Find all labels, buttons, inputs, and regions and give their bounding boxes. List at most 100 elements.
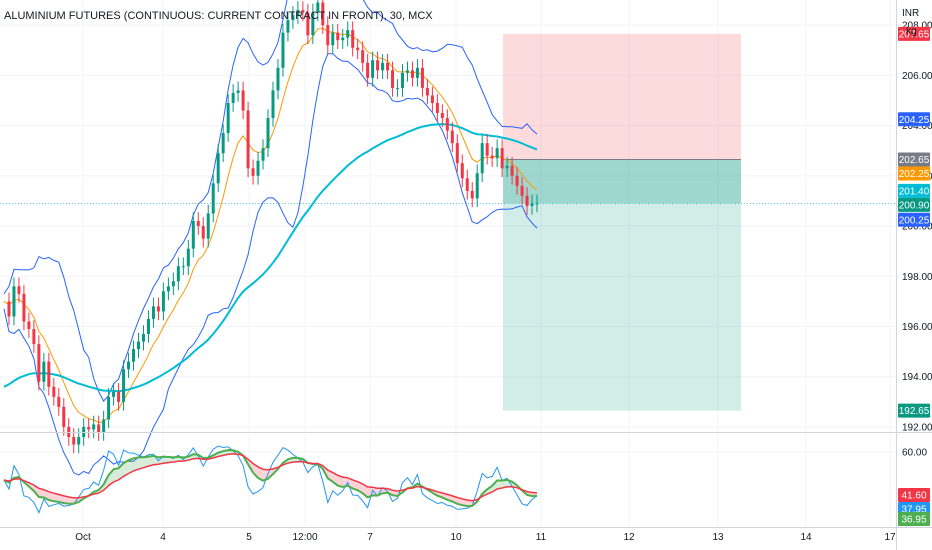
oscillator-fill [153,455,159,465]
price-tag-bg [898,166,930,181]
bollinger-lower [3,53,538,476]
candle-body [346,30,350,38]
time-tick-label: 12:00 [292,532,317,543]
oscillator-fill [38,488,44,498]
osc-tag-bg [898,488,930,503]
oscillator-fill [68,497,74,504]
candle-body [296,10,300,16]
candle-body [326,25,330,46]
price-tick-label: 192.00 [902,422,932,433]
candle-body [480,143,484,174]
candle-body [465,178,469,191]
candle-body [500,148,504,169]
price-tick-label: 194.00 [902,372,932,383]
price-tick-label: 204.00 [902,121,932,132]
candle-body [236,90,240,93]
candle-body [361,50,365,63]
candle-body [495,148,499,159]
candle-body [291,15,295,21]
price-tick-label: 200.00 [902,222,932,233]
time-tick-label: 13 [712,532,724,543]
oscillator-fill [58,494,64,504]
candle-body [455,143,459,164]
candle-body [520,185,524,196]
price-tags: 207.65 204.25 202.65 202.25 201.40 200.90 200.… [898,26,930,526]
osc-tick-label: 60.00 [902,447,927,458]
candle-body [216,153,220,184]
price-tick-label: 208.00 [902,21,932,32]
candle-body [256,160,260,176]
candle-body [166,286,170,292]
currency-label: INR [902,8,919,19]
position-zones[interactable] [503,33,741,411]
time-tick-label: 14 [800,532,812,543]
chart-title: ALUMINIUM FUTURES (CONTINUOUS: CURRENT C… [4,10,433,22]
oscillator-fill [63,495,69,504]
oscillator-fill [143,456,149,468]
open-pnl-zone [503,159,741,204]
candle-body [97,424,101,432]
candle-body [196,221,200,227]
candle-body [490,155,494,159]
price-tag-bg [898,152,930,167]
candle-body [146,318,150,335]
candle-body [396,87,400,89]
candle-body [266,118,270,149]
candle-body [535,203,539,205]
oscillator-fill [163,456,169,464]
candle-body [530,203,534,206]
candle-body [151,306,155,319]
candle-body [351,30,355,48]
candle-body [321,2,325,26]
osc-tag: 36.95 [901,515,926,526]
oscillator-fill [138,457,144,470]
candle-body [171,281,175,287]
candle-body [241,90,245,111]
candle-body [132,349,136,362]
candle-body [281,32,285,68]
candle-body [42,361,46,382]
candle-body [206,213,210,239]
candle-body [161,291,165,312]
candle-body [176,266,180,282]
oscillator-slow-line [3,453,538,502]
candle-body [515,175,519,186]
price-tag-bg [898,112,930,127]
osc-tag: 41.60 [901,491,926,502]
candle-body [276,67,280,91]
candle-body [371,60,375,78]
oscillator-pane [3,445,538,514]
candle-body [12,286,16,317]
oscillator-fill [253,463,259,478]
candle-body [485,143,489,156]
indicator-layer [0,0,896,476]
candle-body [430,95,434,103]
candle-body [52,386,56,397]
candle-body [156,306,160,312]
oscillator-fill [123,460,129,477]
candle-body [505,165,509,169]
candle-body [470,190,474,199]
candle-body [246,110,250,169]
candle-body [117,391,121,402]
candle-body [181,266,185,268]
candle-body [425,87,429,96]
oscillator-fill [53,493,59,502]
candle-body [386,62,390,71]
candle-body [17,286,21,294]
candle-body [460,163,464,179]
candle-body [336,32,340,41]
unit-label: kg [906,26,917,37]
oscillator-fill [337,475,343,488]
candle-body [251,168,255,176]
price-tick-label: 198.00 [902,272,932,283]
candle-body [221,133,225,154]
candle-body [440,113,444,119]
candle-body [376,60,380,71]
candle-body [32,329,36,345]
candle-body [136,341,140,350]
stop-loss-zone [503,33,741,160]
candle-body [122,369,126,402]
candle-body [112,391,116,397]
